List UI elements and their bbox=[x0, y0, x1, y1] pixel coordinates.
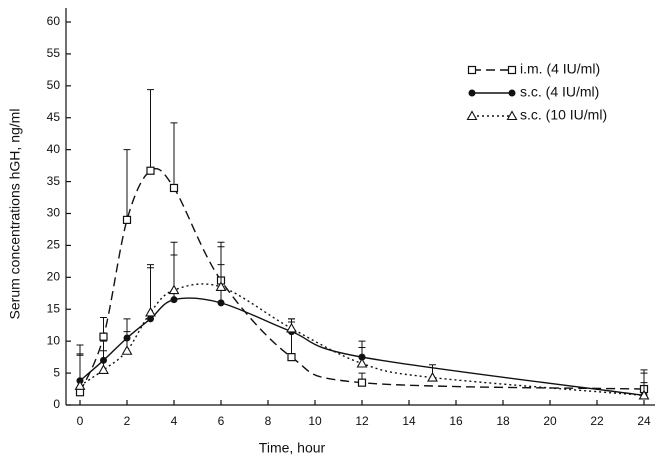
x-tick-label: 12 bbox=[355, 414, 369, 428]
legend-marker bbox=[466, 110, 478, 121]
legend-label: s.c. (10 IU/ml) bbox=[520, 107, 607, 123]
error-bar bbox=[217, 241, 225, 287]
x-tick-label: 14 bbox=[402, 414, 416, 428]
data-point bbox=[638, 389, 650, 400]
legend-marker bbox=[506, 110, 518, 121]
data-point bbox=[427, 371, 438, 382]
y-tick-label: 50 bbox=[47, 78, 61, 92]
y-tick-label: 20 bbox=[47, 270, 61, 284]
x-tick-label: 4 bbox=[171, 414, 178, 428]
x-axis-title: Time, hour bbox=[259, 440, 326, 456]
y-tick-label: 35 bbox=[47, 174, 61, 188]
data-point bbox=[168, 284, 180, 295]
data-point bbox=[170, 296, 178, 304]
data-point bbox=[147, 315, 154, 323]
error-bar bbox=[147, 89, 154, 171]
series-line bbox=[79, 297, 645, 397]
y-tick-label: 0 bbox=[53, 397, 60, 411]
data-point bbox=[286, 322, 297, 333]
x-tick-label: 20 bbox=[543, 414, 557, 428]
y-tick-label: 60 bbox=[47, 14, 61, 28]
legend-marker bbox=[468, 89, 476, 97]
error-bar bbox=[170, 122, 178, 188]
y-tick-label: 25 bbox=[47, 238, 61, 252]
x-tick-label: 10 bbox=[308, 414, 322, 428]
legend-marker bbox=[507, 65, 517, 75]
x-tick-label: 24 bbox=[637, 414, 651, 428]
y-tick-label: 5 bbox=[53, 365, 60, 379]
data-point bbox=[215, 281, 227, 291]
y-tick-label: 15 bbox=[47, 301, 61, 315]
x-tick-label: 0 bbox=[77, 414, 84, 428]
legend-label: i.m. (4 IU/ml) bbox=[520, 61, 600, 77]
error-bar bbox=[147, 264, 154, 313]
y-tick-label: 10 bbox=[47, 333, 61, 347]
data-point bbox=[356, 357, 368, 368]
legend-label: s.c. (4 IU/ml) bbox=[520, 84, 599, 100]
x-tick-label: 16 bbox=[449, 414, 463, 428]
data-point bbox=[99, 332, 108, 341]
data-point bbox=[145, 306, 156, 317]
data-point bbox=[169, 183, 179, 193]
data-point bbox=[74, 380, 86, 390]
data-point bbox=[146, 166, 155, 175]
y-tick-label: 55 bbox=[47, 46, 61, 60]
data-point bbox=[122, 215, 132, 224]
data-point bbox=[217, 299, 225, 307]
y-axis-title: Serum concentrations hGH, ng/ml bbox=[7, 109, 23, 320]
x-tick-label: 8 bbox=[265, 414, 272, 428]
x-tick-label: 18 bbox=[496, 414, 510, 428]
y-tick-label: 45 bbox=[47, 110, 61, 124]
legend-marker bbox=[467, 65, 477, 75]
data-point bbox=[121, 345, 133, 355]
data-point bbox=[357, 378, 367, 387]
series-line bbox=[79, 167, 645, 393]
data-point bbox=[98, 364, 109, 374]
legend-marker bbox=[508, 89, 516, 97]
data-point bbox=[287, 353, 296, 362]
error-bar bbox=[123, 149, 131, 220]
x-tick-label: 2 bbox=[124, 414, 131, 428]
y-tick-label: 30 bbox=[47, 206, 61, 220]
x-tick-label: 6 bbox=[218, 414, 225, 428]
error-bar bbox=[170, 254, 178, 291]
x-tick-label: 22 bbox=[590, 414, 604, 428]
y-tick-label: 40 bbox=[47, 142, 61, 156]
